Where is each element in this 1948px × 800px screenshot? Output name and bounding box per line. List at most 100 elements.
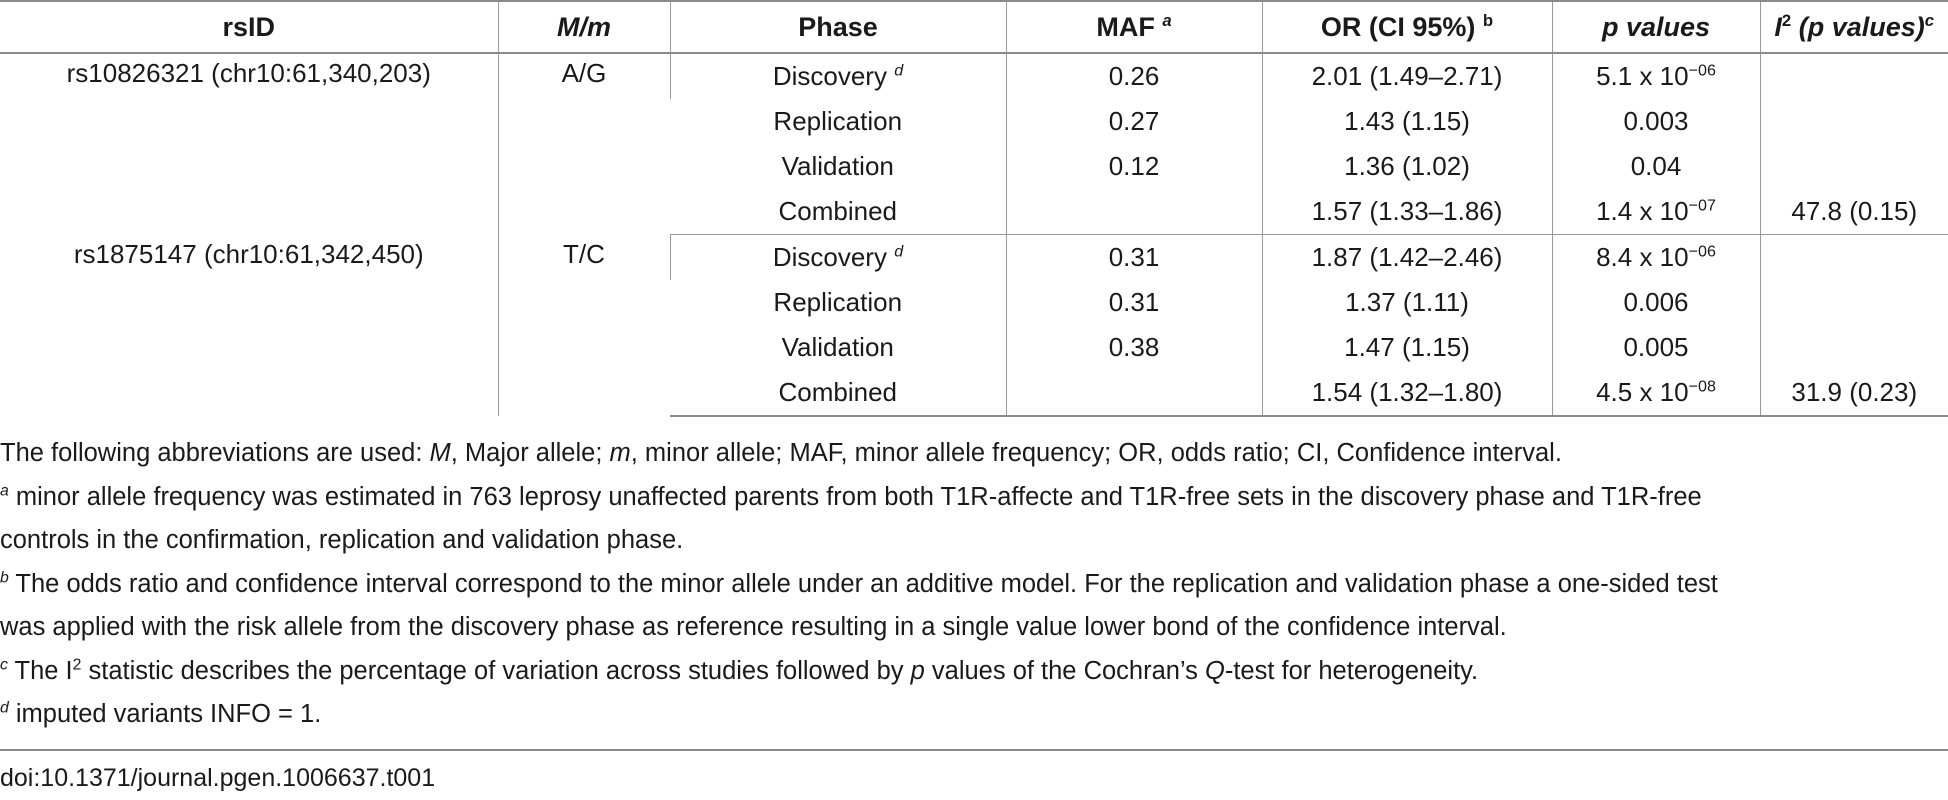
phase-cell: Replication bbox=[773, 286, 903, 317]
or-cell: 1.37 (1.11) bbox=[1261, 280, 1552, 325]
phase-note: d bbox=[894, 242, 904, 261]
header-mm: M/m bbox=[497, 0, 670, 54]
i2-cell bbox=[1759, 99, 1948, 144]
i2-cell bbox=[1759, 325, 1948, 370]
table-row: rs10826321 (chr10:61,340,203) A/G Discov… bbox=[0, 53, 1948, 235]
maf-cell bbox=[1005, 370, 1262, 417]
footnote-c-sup: 2 bbox=[72, 656, 82, 673]
header-p-label: p values bbox=[1601, 11, 1711, 42]
or-cell: 1.54 (1.32–1.80) bbox=[1261, 370, 1552, 417]
p-exponent: −08 bbox=[1688, 377, 1716, 396]
table-row: Combined 1.54 (1.32–1.80) 4.5 x 10−08 31… bbox=[0, 370, 1948, 417]
footnote-c-mark: c bbox=[0, 656, 8, 673]
p-value: 5.1 x 10 bbox=[1596, 60, 1689, 91]
footnote-b-line1: The odds ratio and confidence interval c… bbox=[8, 569, 1718, 598]
footnote-b: b The odds ratio and confidence interval… bbox=[0, 563, 1948, 650]
phase-cell: Discovery d bbox=[669, 234, 1006, 280]
phase-label: Discovery bbox=[772, 60, 887, 91]
footnote-a-mark: a bbox=[0, 482, 9, 499]
phase-cell: Replication bbox=[773, 105, 903, 136]
maf-cell: 0.12 bbox=[1005, 144, 1262, 189]
p-cell: 0.006 bbox=[1551, 280, 1760, 325]
phase-cell: Combined bbox=[670, 189, 1006, 235]
p-cell: 0.003 bbox=[1551, 99, 1760, 144]
phase-cell: Discovery d bbox=[669, 53, 1006, 99]
p-cell: 0.04 bbox=[1551, 144, 1760, 189]
table-row: Replication 0.27 1.43 (1.15) 0.003 bbox=[0, 99, 1948, 144]
header-phase: Phase bbox=[669, 0, 1006, 54]
i2-cell bbox=[1759, 53, 1948, 99]
group-1: rs10826321 (chr10:61,340,203) A/G Discov… bbox=[0, 53, 1948, 235]
maf-cell: 0.31 bbox=[1005, 234, 1262, 280]
abbrev-text-2: , Major allele; bbox=[450, 439, 610, 467]
header-i2-label: I bbox=[1774, 11, 1782, 42]
footer-divider bbox=[0, 749, 1948, 751]
or-cell: 2.01 (1.49–2.71) bbox=[1261, 53, 1552, 99]
phase-note: d bbox=[894, 61, 904, 80]
footnote-c-text-1: The I bbox=[7, 656, 73, 685]
table-row: Validation 0.12 1.36 (1.02) 0.04 bbox=[0, 144, 1948, 189]
or-cell: 1.47 (1.15) bbox=[1261, 325, 1552, 370]
footnote-c-text-3: values of the Cochran’s bbox=[924, 656, 1206, 685]
p-exponent: −06 bbox=[1688, 242, 1716, 261]
rsid-cell: rs10826321 (chr10:61,340,203) bbox=[66, 58, 431, 88]
footnote-c-text-2: statistic describes the percentage of va… bbox=[81, 656, 911, 685]
footnote-c: c The I2 statistic describes the percent… bbox=[0, 650, 1948, 694]
rsid-cell: rs1875147 (chr10:61,342,450) bbox=[73, 238, 424, 269]
table-row: rs1875147 (chr10:61,342,450) T/C Discove… bbox=[0, 234, 1948, 416]
mm-cell: T/C bbox=[497, 234, 670, 416]
maf-cell: 0.38 bbox=[1005, 325, 1262, 370]
p-value: 1.4 x 10 bbox=[1596, 195, 1689, 226]
p-exponent: −06 bbox=[1688, 61, 1716, 80]
table-row: Validation 0.38 1.47 (1.15) 0.005 bbox=[0, 325, 1948, 370]
header-i2: I2 (p values)c bbox=[1759, 0, 1948, 54]
abbrev-major: M bbox=[429, 439, 451, 467]
footnote-abbreviations: The following abbreviations are used: M,… bbox=[0, 432, 1948, 476]
p-cell: 8.4 x 10−06 bbox=[1551, 234, 1760, 280]
footnote-b-line2: was applied with the risk allele from th… bbox=[0, 613, 1507, 641]
p-cell: 1.4 x 10−07 bbox=[1551, 189, 1760, 235]
p-cell: 0.005 bbox=[1551, 325, 1760, 370]
footnote-c-p: p bbox=[910, 656, 925, 685]
header-rsid: rsID bbox=[0, 0, 498, 54]
i2-cell: 31.9 (0.23) bbox=[1759, 370, 1948, 417]
footnote-a-line2: controls in the confirmation, replicatio… bbox=[0, 526, 684, 554]
header-i2-note: c bbox=[1924, 10, 1935, 30]
header-mm-label: M/m bbox=[557, 11, 611, 42]
header-maf-note: a bbox=[1162, 10, 1172, 30]
results-table: rsID M/m Phase MAF a OR (CI 95%) b p val… bbox=[0, 0, 1948, 417]
footnote-a: a minor allele frequency was estimated i… bbox=[0, 476, 1948, 563]
abbrev-minor: m bbox=[609, 439, 631, 467]
phase-label: Discovery bbox=[772, 241, 887, 272]
mm-cell: A/G bbox=[497, 53, 670, 235]
i2-cell bbox=[1759, 144, 1948, 189]
table-footnotes: The following abbreviations are used: M,… bbox=[0, 432, 1948, 737]
footnote-c-text-4: -test for heterogeneity. bbox=[1224, 656, 1479, 685]
table-row: Combined 1.57 (1.33–1.86) 1.4 x 10−07 47… bbox=[0, 189, 1948, 235]
header-or-note: b bbox=[1482, 10, 1494, 30]
or-cell: 1.57 (1.33–1.86) bbox=[1261, 189, 1552, 235]
header-maf-label: MAF bbox=[1096, 11, 1155, 42]
footnote-a-line1: minor allele frequency was estimated in … bbox=[8, 482, 1702, 511]
group-2: rs1875147 (chr10:61,342,450) T/C Discove… bbox=[0, 234, 1948, 417]
doi-link[interactable]: doi:10.1371/journal.pgen.1006637.t001 bbox=[0, 764, 436, 792]
abbrev-text-1: The following abbreviations are used: bbox=[0, 439, 430, 467]
header-or: OR (CI 95%) b bbox=[1261, 0, 1552, 54]
footnote-d: d imputed variants INFO = 1. bbox=[0, 693, 1948, 737]
or-cell: 1.36 (1.02) bbox=[1261, 144, 1552, 189]
or-cell: 1.87 (1.42–2.46) bbox=[1261, 234, 1552, 280]
p-exponent: −07 bbox=[1688, 196, 1716, 215]
footnote-c-q: Q bbox=[1205, 656, 1225, 685]
or-cell: 1.43 (1.15) bbox=[1261, 99, 1552, 144]
footnote-d-text: imputed variants INFO = 1. bbox=[8, 700, 322, 728]
abbrev-text-3: , minor allele; MAF, minor allele freque… bbox=[630, 439, 1562, 467]
table-figure: rsID M/m Phase MAF a OR (CI 95%) b p val… bbox=[0, 0, 1948, 417]
footnote-d-mark: d bbox=[0, 699, 9, 717]
footnote-b-mark: b bbox=[0, 569, 9, 586]
maf-cell: 0.26 bbox=[1005, 53, 1262, 99]
i2-cell bbox=[1759, 234, 1948, 280]
maf-cell bbox=[1005, 189, 1262, 235]
maf-cell: 0.31 bbox=[1005, 280, 1262, 325]
table-row: Replication 0.31 1.37 (1.11) 0.006 bbox=[0, 280, 1948, 325]
header-i2-rest: (p values) bbox=[1798, 11, 1925, 42]
